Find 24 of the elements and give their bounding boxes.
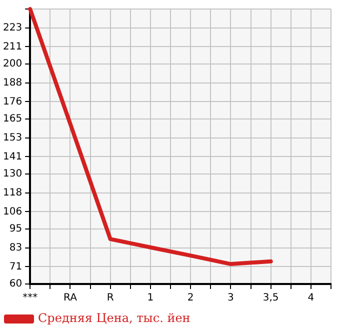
y-tick-label: 188: [2, 77, 22, 88]
y-tick-label: 95: [9, 224, 22, 235]
y-tick-label: 165: [2, 114, 22, 125]
y-tick-label: 211: [2, 41, 22, 52]
x-tick-label: ***: [22, 292, 38, 304]
y-tick-label: 106: [2, 206, 22, 218]
y-tick-label: 153: [2, 132, 22, 144]
x-tick-label: 1: [147, 292, 154, 304]
y-tick-label: 141: [2, 151, 22, 162]
legend-label: Средняя Цена, тыс. йен: [38, 311, 190, 326]
y-tick-label: 83: [9, 242, 22, 254]
y-tick-label: 60: [9, 278, 22, 290]
x-tick-label: R: [106, 292, 114, 304]
y-tick-label: 118: [2, 187, 22, 198]
x-tick-label: 4: [308, 292, 314, 304]
y-tick-label: 176: [2, 96, 22, 108]
y-tick-label: 71: [9, 261, 22, 272]
y-tick-label: 223: [2, 22, 22, 34]
y-tick-label: 200: [2, 58, 22, 70]
y-tick-label: 130: [2, 168, 22, 180]
x-tick-label: 2: [187, 292, 194, 304]
x-tick-label: 3: [228, 292, 234, 304]
x-tick-label: 3,5: [262, 292, 279, 304]
x-tick-label: RA: [64, 292, 78, 304]
